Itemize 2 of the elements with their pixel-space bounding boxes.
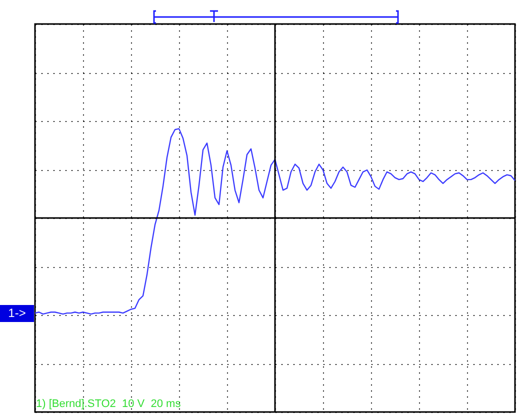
text: 1-> [0,305,34,322]
text: 1) [Bernd].STO2 10 V 20 ms [36,398,181,411]
